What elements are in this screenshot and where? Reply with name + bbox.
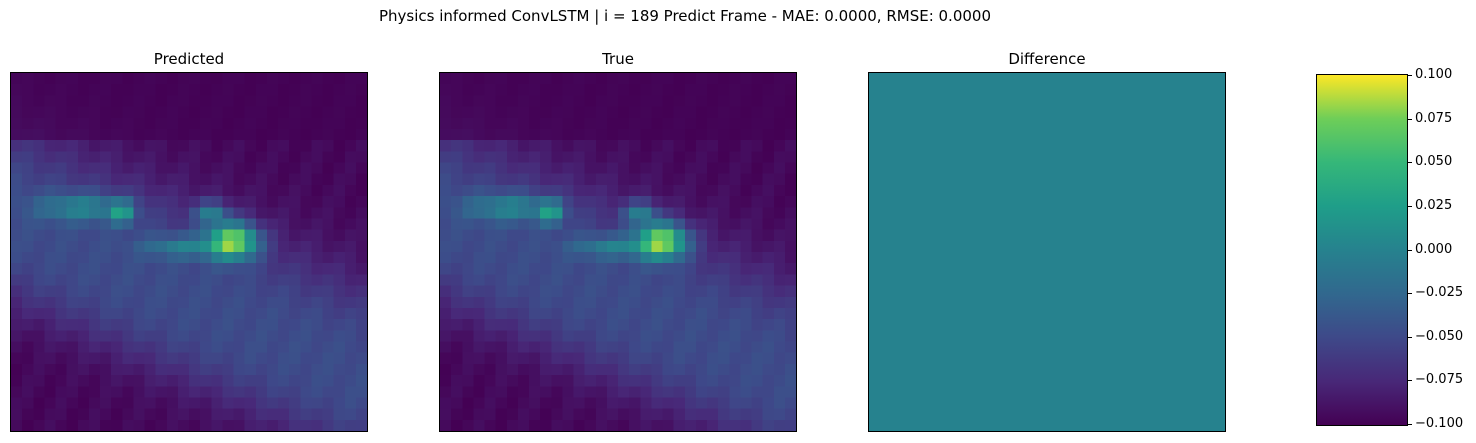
colorbar-tick-label: 0.050 [1415,154,1453,169]
difference-heatmap [868,72,1226,432]
colorbar-tick-label: 0.025 [1415,198,1453,213]
panel-title-difference: Difference [1008,50,1086,68]
colorbar-tick-label: −0.025 [1415,285,1464,300]
colorbar-tick-label: 0.075 [1415,111,1453,126]
colorbar-tick [1407,206,1412,207]
difference-heatmap-canvas [869,73,1225,431]
colorbar-tick-label: −0.100 [1415,416,1464,431]
true-heatmap [439,72,797,432]
colorbar-tick [1407,424,1412,425]
colorbar-tick [1407,119,1412,120]
colorbar-tick [1407,337,1412,338]
figure-title: Physics informed ConvLSTM | i = 189 Pred… [379,7,991,25]
colorbar-tick [1407,75,1412,76]
colorbar-tick-label: 0.000 [1415,242,1453,257]
colorbar-tick [1407,250,1412,251]
colorbar-tick [1407,293,1412,294]
colorbar-tick [1407,162,1412,163]
colorbar-tick-label: −0.075 [1415,372,1464,387]
true-heatmap-canvas [440,73,796,431]
panel-title-predicted: Predicted [153,50,225,68]
predicted-heatmap-canvas [11,73,367,431]
colorbar-tick-label: −0.050 [1415,329,1464,344]
colorbar-tick-label: 0.100 [1415,67,1453,82]
panel-title-true: True [602,50,634,68]
predicted-heatmap [10,72,368,432]
colorbar-tick [1407,380,1412,381]
colorbar [1316,74,1408,426]
